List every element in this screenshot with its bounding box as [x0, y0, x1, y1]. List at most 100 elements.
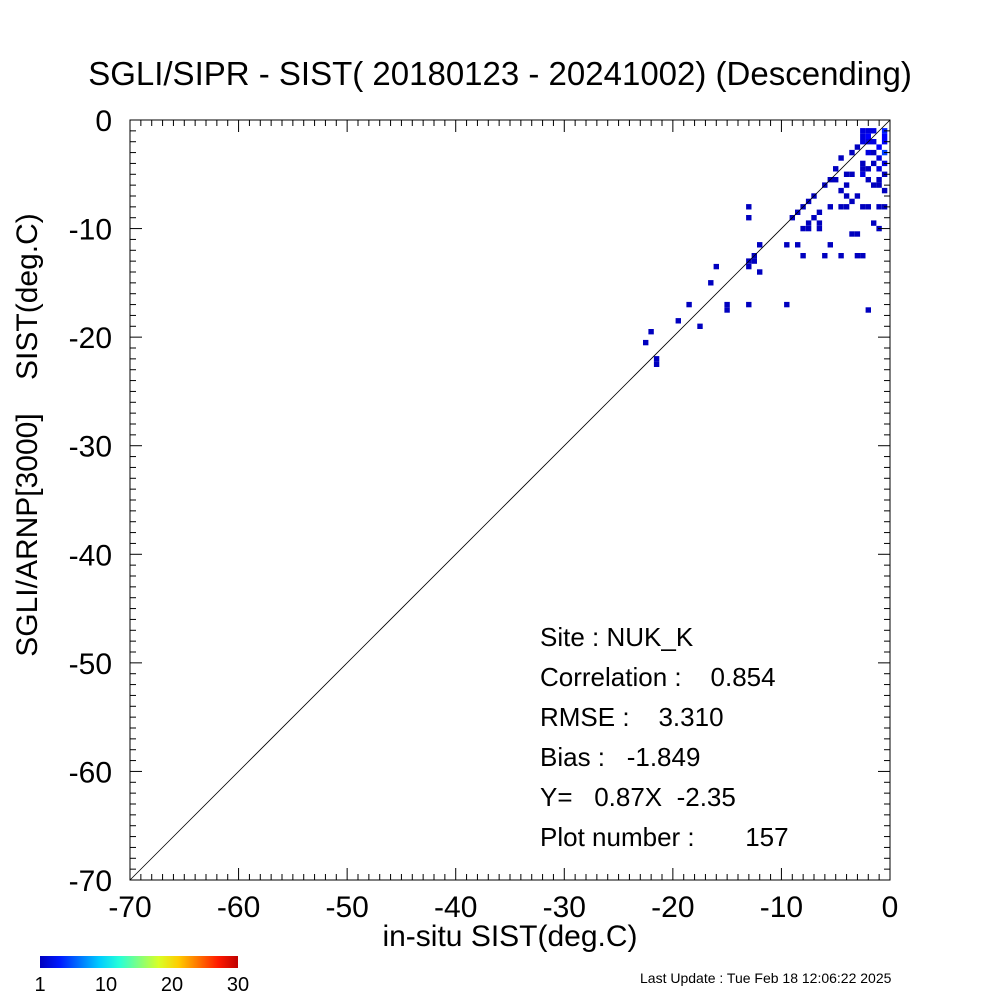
density-cell [860, 160, 866, 167]
density-cell [865, 166, 871, 172]
density-cell [854, 193, 861, 199]
one-to-one-line-layer [129, 119, 891, 881]
density-cell [675, 318, 681, 324]
density-cell [838, 253, 844, 259]
density-cell [876, 182, 882, 188]
one-to-one-line [129, 119, 891, 881]
y-tick-label: -30 [69, 431, 112, 464]
density-cell [860, 253, 866, 259]
stat-plot-number: Plot number : 157 [540, 822, 789, 852]
density-cell [849, 231, 855, 237]
density-cell [653, 356, 660, 362]
colorbar-gradient [40, 956, 238, 968]
density-cell [843, 193, 850, 199]
density-cell [876, 204, 882, 210]
y-tick-label: -50 [69, 648, 112, 681]
y-axis-label: SGLI/ARNP[3000] SIST(deg.C) [11, 213, 44, 657]
x-tick-label: -60 [217, 891, 260, 924]
colorbar-label-20: 20 [160, 974, 184, 996]
density-cell [871, 182, 877, 188]
density-cell [854, 253, 861, 259]
density-cell [865, 307, 871, 313]
density-cell [871, 149, 877, 156]
density-cell [795, 242, 801, 248]
density-cell [827, 242, 833, 248]
x-tick-label: -20 [651, 891, 694, 924]
density-cell [849, 171, 855, 177]
density-cell [865, 149, 871, 156]
density-cell [816, 209, 823, 215]
density-cell [860, 128, 866, 134]
density-cell [713, 263, 719, 270]
density-cell [757, 269, 763, 275]
density-cell [784, 242, 790, 248]
density-cell [746, 263, 752, 270]
density-cell [784, 301, 790, 308]
density-cell [833, 166, 839, 172]
density-cell [843, 171, 850, 177]
y-tick-label: -60 [69, 756, 112, 789]
density-cell [800, 225, 806, 232]
density-cell [833, 177, 839, 183]
colorbar-label-max: 30 [226, 974, 250, 996]
density-cell [746, 301, 752, 308]
density-cell [854, 231, 861, 237]
colorbar-label-10: 10 [94, 974, 118, 996]
density-cell [860, 171, 866, 177]
density-cell [838, 204, 844, 210]
density-cell [805, 225, 812, 232]
density-cell [843, 182, 850, 188]
density-cell [860, 133, 866, 139]
colorbar [40, 956, 238, 968]
density-cell [643, 339, 649, 346]
colorbar-label-min: 1 [34, 974, 46, 996]
density-cell [871, 128, 877, 134]
density-cell [838, 155, 844, 161]
density-cell [686, 301, 692, 308]
x-tick-label: -10 [760, 891, 803, 924]
density-cell [871, 139, 877, 145]
chart-title: SGLI/SIPR - SIST( 20180123 - 20241002) (… [88, 55, 912, 92]
y-tick-label: -10 [69, 214, 112, 247]
density-cell [860, 204, 866, 210]
density-cell [816, 225, 823, 232]
stat-bias: Bias : -1.849 [540, 742, 701, 772]
y-tick-label: 0 [95, 105, 112, 138]
density-cell [881, 187, 888, 194]
density-cell [805, 220, 812, 226]
density-cell [865, 128, 871, 134]
density-cell [860, 139, 866, 145]
x-tick-label: -70 [108, 891, 151, 924]
density-cell [860, 166, 866, 172]
plot-axes: -70 -60 -50 -40 -30 -20 -10 0 -70 -60 -50 -40 -30 -20… [69, 105, 899, 924]
density-cell [876, 144, 882, 150]
density-cell [876, 166, 882, 172]
density-cell [724, 307, 730, 313]
density-cell [746, 215, 752, 221]
stat-fit: Y= 0.87X -2.35 [540, 782, 736, 812]
x-tick-label: 0 [882, 891, 899, 924]
density-cell [746, 204, 752, 210]
last-update-text: Last Update : Tue Feb 18 12:06:22 2025 [640, 970, 892, 986]
x-tick-label: -30 [543, 891, 586, 924]
density-cell [811, 215, 817, 221]
y-tick-label: -70 [69, 865, 112, 898]
density-cell [827, 204, 833, 210]
density-cell [876, 177, 882, 183]
stat-site: Site : NUK_K [540, 622, 694, 652]
density-cell [838, 187, 844, 194]
density-cell [822, 253, 828, 259]
density-cell [724, 301, 730, 308]
density-cell [843, 204, 850, 210]
density-cell [757, 242, 763, 248]
stat-rmse: RMSE : 3.310 [540, 702, 724, 732]
y-tick-label: -20 [69, 322, 112, 355]
density-cell [876, 155, 882, 161]
x-tick-label: -40 [434, 891, 477, 924]
density-cell [816, 220, 823, 226]
y-tick-label: -40 [69, 539, 112, 572]
density-cell [849, 149, 855, 156]
density-cell [854, 144, 861, 150]
density-cell [871, 220, 877, 226]
